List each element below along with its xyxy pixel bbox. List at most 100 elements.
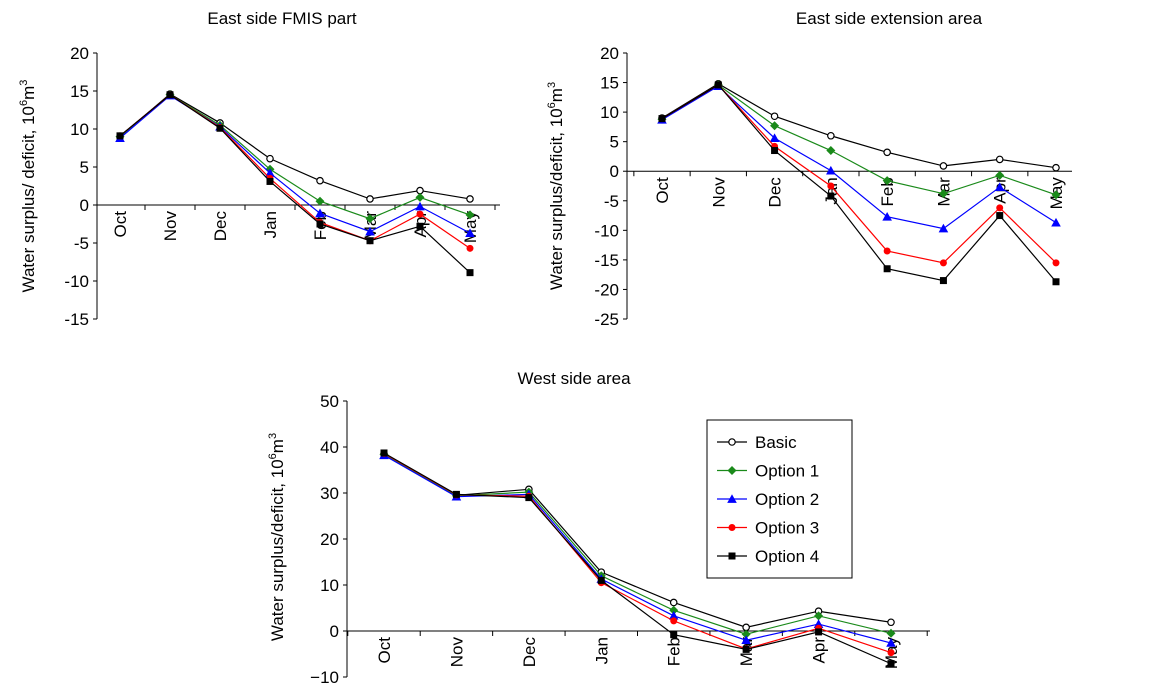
data-point [453, 491, 460, 498]
series-line [120, 94, 470, 199]
x-tick-label: Nov [447, 637, 466, 668]
data-point [884, 265, 891, 272]
data-point [598, 577, 605, 584]
data-point [743, 624, 749, 630]
y-tick-label: 30 [320, 484, 339, 503]
legend-entry-label: Basic [755, 433, 797, 452]
data-point [417, 211, 424, 218]
data-point [381, 449, 388, 456]
legend-entry-label: Option 2 [755, 490, 819, 509]
data-point [888, 660, 895, 667]
data-point [670, 631, 677, 638]
data-point [771, 113, 777, 119]
data-point [940, 163, 946, 169]
data-point [828, 133, 834, 139]
data-point [317, 177, 323, 183]
y-tick-label: -20 [594, 280, 619, 299]
legend-entry-label: Option 1 [755, 462, 819, 481]
y-tick-label: 40 [320, 438, 339, 457]
y-tick-label: 15 [600, 74, 619, 93]
x-tick-label: Oct [375, 637, 394, 664]
y-tick-label: 0 [330, 622, 339, 641]
y-tick-label: 50 [320, 392, 339, 411]
data-point [884, 149, 890, 155]
chart-panel-1: East side FMIS part20151050-5-10-15Oct No… [18, 9, 500, 329]
chart-panel-2: East side extension area 20 15 10 5 0 -5 -10 -15… [546, 9, 1072, 329]
data-point [826, 146, 835, 155]
y-tick-label: 0 [610, 162, 619, 181]
chart-panel-3: West side area 50 40 30 20 10 0 −10 Oct Nov Dec Jan… [267, 369, 930, 686]
x-tick-label: Jan [261, 211, 280, 238]
chart-title: East side extension area [796, 9, 983, 28]
y-tick-label: -5 [74, 234, 89, 253]
legend-entry-label: Option 3 [755, 519, 819, 538]
y-tick-label: 20 [320, 530, 339, 549]
data-point [715, 81, 722, 88]
y-tick-label: -15 [594, 251, 619, 270]
data-point [815, 628, 822, 635]
x-tick-label: Oct [653, 177, 672, 204]
y-tick-label: 0 [80, 196, 89, 215]
x-tick-label: Oct [111, 211, 130, 238]
x-tick-label: Nov [709, 177, 728, 208]
data-point [417, 187, 423, 193]
data-point [267, 178, 274, 185]
y-tick-label: 20 [600, 44, 619, 63]
x-tick-label: Feb [665, 637, 684, 666]
data-point [940, 259, 947, 266]
x-tick-label: Dec [766, 177, 785, 208]
y-tick-label: 5 [610, 133, 619, 152]
y-tick-label: -10 [594, 221, 619, 240]
data-point [367, 196, 373, 202]
y-axis-label: Water surplus/deficit, 106m3 [267, 433, 287, 641]
data-point [888, 619, 894, 625]
data-point [670, 617, 677, 624]
chart-title: West side area [517, 369, 631, 388]
data-point [217, 125, 224, 132]
data-point [997, 156, 1003, 162]
data-point [743, 646, 750, 653]
y-tick-label: -10 [64, 272, 89, 291]
x-tick-label: Dec [520, 637, 539, 668]
data-point [887, 629, 896, 638]
data-point [1053, 259, 1060, 266]
y-tick-label: 10 [600, 103, 619, 122]
data-point [525, 494, 532, 501]
x-tick-label: Jan [592, 637, 611, 664]
data-point [1053, 278, 1060, 285]
data-point [1051, 218, 1061, 227]
data-point [884, 248, 891, 255]
y-tick-label: 5 [80, 158, 89, 177]
data-point [996, 212, 1003, 219]
data-point [417, 223, 424, 230]
y-tick-label: -25 [594, 310, 619, 329]
series-line [120, 95, 470, 273]
x-tick-label: Nov [161, 211, 180, 242]
data-point [827, 183, 834, 190]
data-point [827, 193, 834, 200]
data-point [317, 221, 324, 228]
data-point [770, 121, 779, 130]
y-tick-label: 20 [70, 44, 89, 63]
y-tick-label: -5 [604, 192, 619, 211]
chart-title: East side FMIS part [207, 9, 357, 28]
data-point [316, 197, 325, 206]
legend-marker [729, 553, 736, 560]
series-option-4 [117, 91, 474, 276]
data-point [659, 115, 666, 122]
legend-entry-label: Option 4 [755, 547, 819, 566]
legend-marker [729, 439, 735, 445]
data-point [671, 599, 677, 605]
data-point [267, 155, 273, 161]
series-basic [659, 81, 1059, 171]
y-tick-label: 10 [320, 576, 339, 595]
data-point [467, 196, 473, 202]
data-point [467, 245, 474, 252]
y-tick-label: −10 [310, 668, 339, 686]
y-tick-label: 10 [70, 120, 89, 139]
data-point [415, 202, 425, 211]
data-point [996, 204, 1003, 211]
data-point [117, 132, 124, 139]
series-line [662, 84, 1056, 168]
